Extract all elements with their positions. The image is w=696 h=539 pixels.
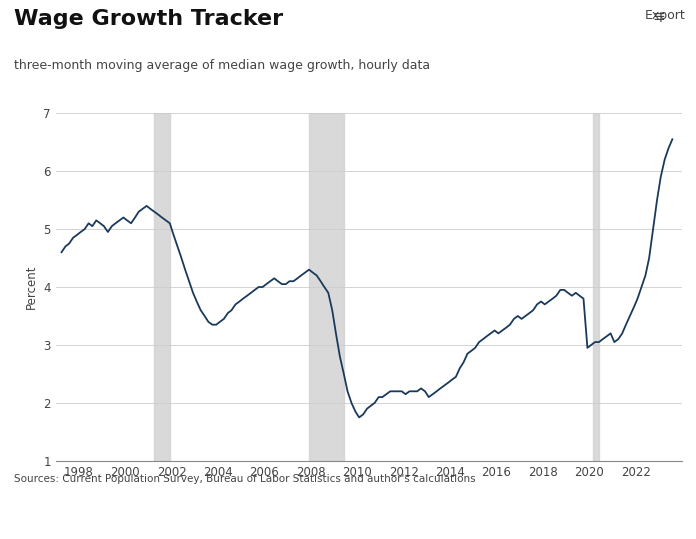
Text: three-month moving average of median wage growth, hourly data: three-month moving average of median wag… (14, 59, 430, 72)
Y-axis label: Percent: Percent (25, 265, 38, 309)
Text: ≡: ≡ (652, 9, 665, 24)
Text: Export: Export (644, 9, 686, 22)
Text: Sources: Current Population Survey, Bureau of Labor Statistics and author's calc: Sources: Current Population Survey, Bure… (14, 474, 475, 485)
Text: ⻌: ⻌ (17, 509, 29, 528)
Text: Atlanta: Atlanta (261, 510, 329, 528)
Text: Federal Reserve Bank: Federal Reserve Bank (45, 510, 231, 528)
Bar (309, 113, 344, 461)
Text: of: of (235, 510, 256, 528)
Bar (155, 113, 170, 461)
Text: Wage Growth Tracker: Wage Growth Tracker (14, 9, 283, 29)
Bar (593, 113, 599, 461)
